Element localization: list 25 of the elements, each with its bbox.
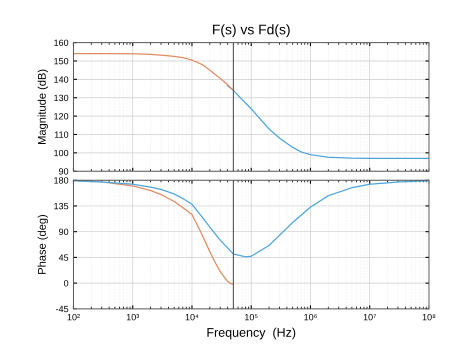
y-axis-title: Phase (deg)	[38, 214, 48, 274]
x-tick-label: 10⁶	[304, 314, 317, 320]
y-tick-label: 160	[54, 40, 68, 46]
x-axis-title: Frequency (Hz)	[207, 328, 296, 340]
x-tick-label: 10²	[68, 314, 80, 320]
y-tick-label: 100	[54, 150, 68, 156]
y-tick-label: 130	[54, 94, 68, 102]
y-tick-label: 135	[54, 202, 68, 210]
y-tick-label: 140	[54, 76, 68, 83]
y-axis-title: Magnitude (dB)	[38, 70, 48, 144]
x-tick-label: 10⁷	[364, 314, 376, 320]
y-tick-label: 0	[64, 280, 68, 286]
y-tick-label: 45	[58, 254, 68, 261]
y-tick-label: 120	[54, 113, 68, 120]
x-tick-label: 10⁴	[186, 314, 198, 320]
x-tick-label: 10⁸	[422, 314, 436, 320]
y-tick-label: -45	[56, 306, 68, 312]
x-tick-label: 10³	[126, 314, 140, 320]
y-tick-label: 110	[54, 131, 68, 138]
y-tick-label: 90	[58, 168, 68, 175]
y-tick-label: 180	[54, 177, 68, 184]
y-tick-label: 90	[58, 228, 68, 236]
chart-title: F(s) vs Fd(s)	[213, 24, 290, 38]
x-tick-label: 10⁵	[245, 314, 258, 320]
y-tick-label: 150	[54, 58, 68, 64]
